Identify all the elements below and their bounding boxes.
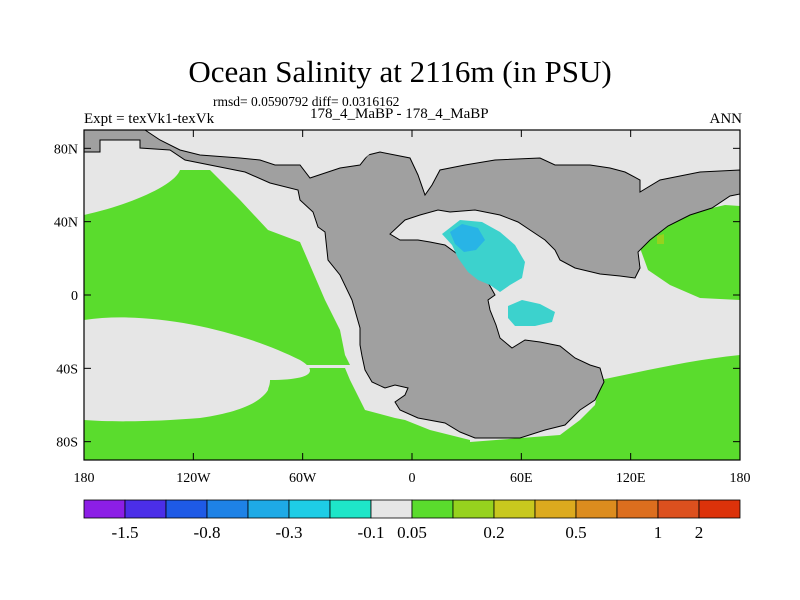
- colorbar-label: 0.05: [397, 523, 427, 542]
- chart-title: Ocean Salinity at 2116m (in PSU): [188, 54, 612, 89]
- colorbar-label: 0.5: [565, 523, 586, 542]
- colorbar-box: [534, 499, 577, 519]
- colorbar-box: [247, 499, 290, 519]
- x-tick-label: 60W: [289, 471, 317, 486]
- colorbar-box: [452, 499, 495, 519]
- colorbar-box: [329, 499, 372, 519]
- colorbar: -1.5 -0.8 -0.3 -0.1 0.05 0.2 0.5 1 2: [83, 499, 741, 542]
- experiment-label: Expt = texVk1-texVk: [84, 111, 215, 127]
- region-panthalassa-southwest: [84, 317, 310, 422]
- colorbar-box: [83, 499, 126, 519]
- y-tick-label: 0: [71, 289, 78, 304]
- stats-label: rmsd= 0.0590792 diff= 0.0316162: [213, 94, 400, 109]
- region-tethys-east: [495, 262, 740, 374]
- colorbar-box: [370, 499, 413, 519]
- region-panthalassa-edge: [84, 398, 98, 410]
- region-panthalassa-north-tropical: [84, 170, 350, 365]
- y-tick-label: 40S: [56, 362, 78, 377]
- region-tethys-blue-core: [450, 224, 485, 252]
- region-panthalassa-south-pacific: [84, 368, 470, 460]
- colorbar-label: -0.3: [276, 523, 303, 542]
- x-tick-label: 180: [74, 471, 95, 486]
- region-east-positive-patch: [657, 234, 664, 244]
- colorbar-box: [657, 499, 700, 519]
- colorbar-box: [165, 499, 208, 519]
- region-tethys-south-anomaly: [508, 300, 555, 326]
- x-tick-label: 0: [409, 471, 416, 486]
- colorbar-box: [411, 499, 454, 519]
- colorbar-label: -0.8: [194, 523, 221, 542]
- colorbar-label: -1.5: [112, 523, 139, 542]
- x-tick-label: 120E: [616, 471, 646, 486]
- x-tick-label: 60E: [510, 471, 533, 486]
- colorbar-label: 1: [654, 523, 663, 542]
- colorbar-box: [698, 499, 741, 519]
- y-tick-label: 40N: [54, 216, 78, 231]
- colorbar-box: [124, 499, 167, 519]
- region-north-polar-ocean: [170, 132, 372, 176]
- x-tick-label: 120W: [176, 471, 211, 486]
- region-panthalassa-northwest: [84, 165, 176, 212]
- region-east-panthalassa-south: [470, 355, 740, 460]
- colorbar-label: 2: [695, 523, 704, 542]
- season-label: ANN: [709, 111, 743, 127]
- colorbar-box: [493, 499, 536, 519]
- colorbar-box: [206, 499, 249, 519]
- region-north-polar-ocean-east: [385, 130, 740, 172]
- period-label: 178_4_MaBP - 178_4_MaBP: [310, 106, 489, 122]
- y-tick-label: 80S: [56, 436, 78, 451]
- colorbar-label: -0.1: [358, 523, 385, 542]
- colorbar-box: [575, 499, 618, 519]
- axis-ticks: 180 120W 60W 0 60E 120E 180 80N 40N 0 40S 80S: [54, 130, 751, 486]
- y-tick-label: 80N: [54, 142, 78, 157]
- colorbar-box: [616, 499, 659, 519]
- colorbar-box: [288, 499, 331, 519]
- x-tick-label: 180: [730, 471, 751, 486]
- region-land-supercontinent: [84, 130, 740, 439]
- colorbar-label: 0.2: [483, 523, 504, 542]
